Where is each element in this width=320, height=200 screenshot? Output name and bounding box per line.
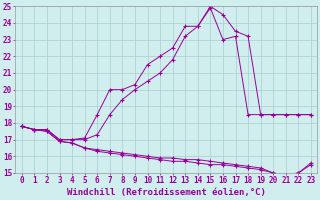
X-axis label: Windchill (Refroidissement éolien,°C): Windchill (Refroidissement éolien,°C) <box>67 188 266 197</box>
